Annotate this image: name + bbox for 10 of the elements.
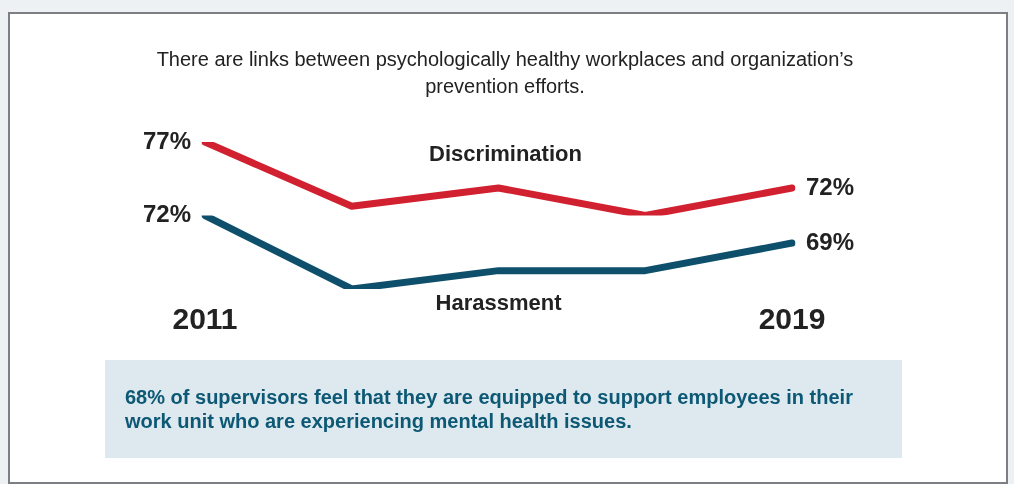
series-label: Harassment [435, 289, 563, 315]
x-tick-label: 2019 [758, 302, 826, 336]
chart-title: There are links between psychologically healthy workplaces and organization’s prevention efforts. [155, 47, 855, 99]
data-label: 72% [806, 172, 855, 200]
data-label: 69% [806, 227, 855, 255]
series-label: Discrimination [429, 141, 582, 166]
data-label: 77% [142, 126, 191, 154]
x-tick-label: 2011 [172, 302, 238, 336]
text: 68% of supervisors feel that they are equipped to support employees in their work unit who are experiencing mental health issues. [105, 360, 902, 458]
data-label: 72% [142, 200, 191, 228]
